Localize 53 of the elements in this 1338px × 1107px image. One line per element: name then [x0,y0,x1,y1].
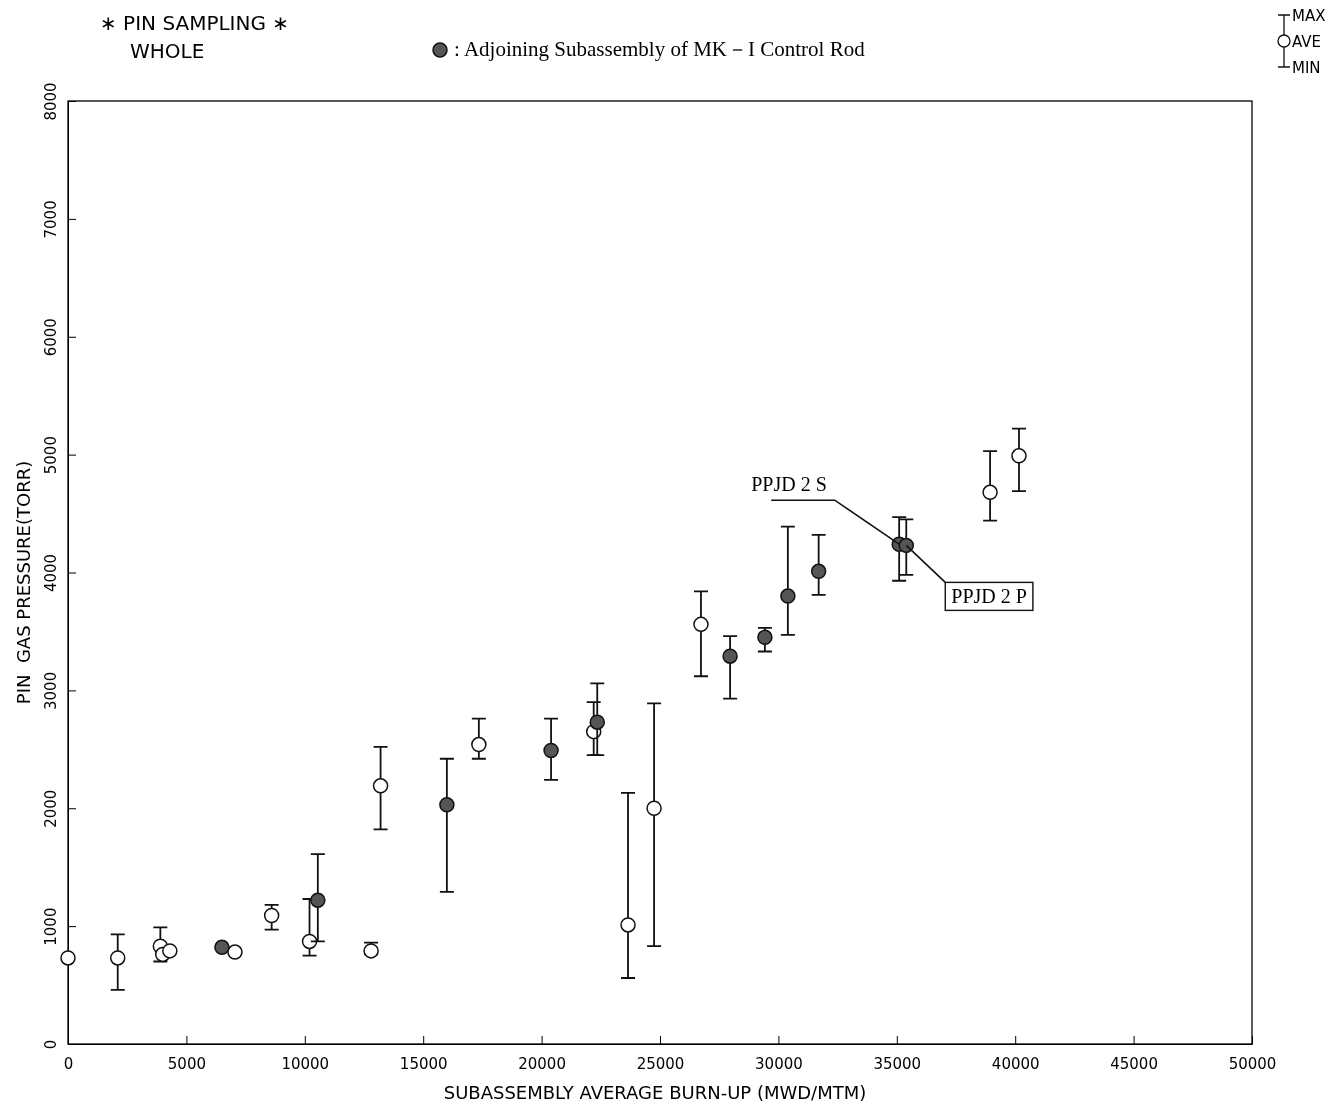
point [227,944,243,960]
point [60,950,76,966]
y-tick-label: 1000 [42,907,60,946]
x-axis-title: SUBASSEMBLY AVERAGE BURN-UP (MWD/MTM) [443,1082,867,1103]
y-axis-title: PIN GAS PRESSURE(TORR) [13,460,34,705]
legend-label: : Adjoining Subassembly of MK－I Control Rod [454,37,866,61]
text: MIN [1292,59,1321,77]
chart-title: ∗ PIN SAMPLING ∗ [100,11,290,35]
point [301,933,318,950]
x-tick-label: 50000 [1228,1054,1277,1073]
point [810,563,827,580]
chart-subtitle: WHOLE [130,39,205,63]
point [439,796,455,813]
y-tick-label: 2000 [42,789,60,828]
x-tick-label: 35000 [873,1054,922,1073]
y-tick-label: 0 [42,1039,60,1050]
x-tick-label: 20000 [518,1054,566,1073]
point [471,736,487,753]
point [543,742,559,759]
y-tick-label: 3000 [42,671,60,710]
text: AVE [1292,33,1322,51]
x-tick-label: 10000 [281,1054,330,1073]
point [162,943,178,959]
x-tick-label: 40000 [991,1054,1040,1073]
annotation: PPJD 2 S [751,473,827,496]
text: MAX [1292,7,1326,25]
point [780,588,796,604]
point [620,917,636,933]
x-tick-label: 15000 [399,1054,448,1073]
x-tick-label: 0 [63,1054,74,1073]
point [109,950,126,966]
y-tick-label: 7000 [42,200,60,239]
x-tick-label: 45000 [1110,1054,1158,1073]
y-tick-label: 4000 [42,553,60,593]
point [214,939,230,956]
point [589,714,605,730]
point [263,907,280,924]
point [1011,448,1027,464]
annotation: PPJD 2 P [951,585,1027,608]
point [722,648,738,664]
x-tick-label: 30000 [755,1054,803,1073]
point [310,892,326,908]
point [646,800,662,816]
point [693,616,709,633]
y-tick-label: 6000 [42,318,60,357]
point [757,629,773,646]
y-tick-label: 5000 [42,436,60,475]
y-tick-label: 8000 [42,82,60,121]
x-tick-label: 25000 [636,1054,685,1073]
point [372,778,389,794]
x-tick-label: 5000 [167,1054,206,1073]
point [982,484,998,501]
point [898,537,915,554]
